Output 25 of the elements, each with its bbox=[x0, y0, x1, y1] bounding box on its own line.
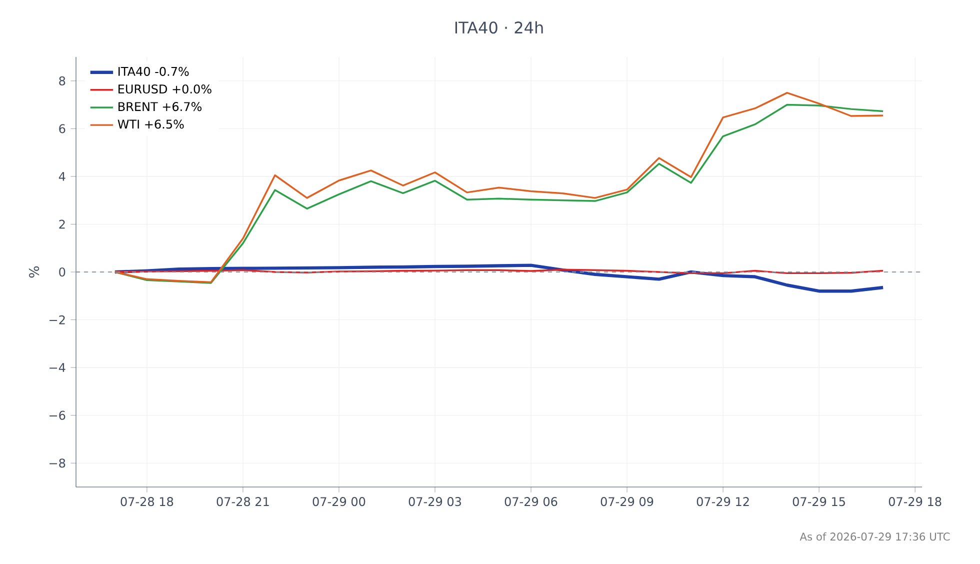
x-tick-label: 07-29 00 bbox=[312, 497, 366, 506]
x-tick-label: 07-28 21 bbox=[216, 497, 269, 506]
y-tick-label: 2 bbox=[59, 220, 65, 229]
y-tick-label: −4 bbox=[50, 363, 66, 372]
x-tick-label: 07-29 09 bbox=[600, 497, 654, 506]
y-tick-label: −6 bbox=[50, 410, 66, 420]
text: As of 2026-07-29 17:36 UTC bbox=[800, 532, 950, 541]
y-tick-label: 6 bbox=[59, 124, 66, 134]
x-tick-label: 07-28 18 bbox=[120, 497, 174, 506]
legend-label: ITA40 -0.7% bbox=[118, 66, 189, 76]
x-tick-label: 07-29 12 bbox=[696, 497, 749, 506]
y-tick-label: −8 bbox=[50, 458, 66, 468]
legend-label: BRENT +6.7% bbox=[118, 102, 202, 112]
x-tick-label: 07-29 03 bbox=[408, 497, 461, 506]
x-tick-label: 07-29 18 bbox=[888, 497, 942, 506]
chart-title: ITA40 · 24h bbox=[455, 21, 543, 34]
y-tick-label: 4 bbox=[58, 172, 66, 181]
legend-label: WTI +6.5% bbox=[118, 120, 184, 129]
x-tick-label: 07-29 06 bbox=[504, 497, 558, 506]
y-axis-title: % bbox=[29, 266, 40, 278]
y-tick-label: 0 bbox=[59, 267, 66, 277]
x-tick-label: 07-29 15 bbox=[792, 497, 845, 506]
legend-label: EURUSD +0.0% bbox=[118, 84, 212, 94]
y-tick-label: −2 bbox=[50, 315, 65, 324]
y-tick-label: 8 bbox=[59, 76, 66, 86]
